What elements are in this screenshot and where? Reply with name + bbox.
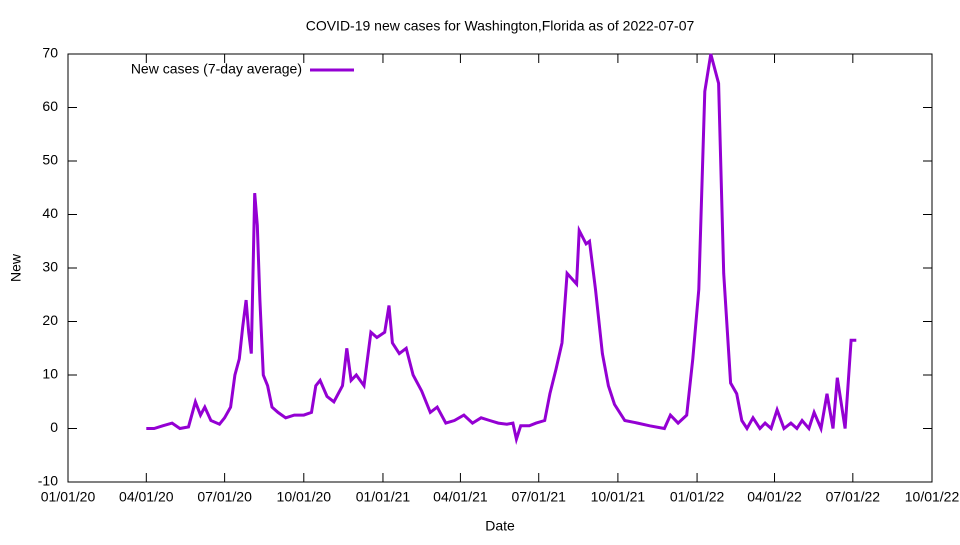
y-tick-label: 0 [50, 419, 58, 435]
y-tick-label: 70 [42, 45, 58, 61]
x-tick-label: 10/01/20 [277, 489, 332, 505]
y-tick-label: 40 [42, 205, 58, 221]
x-tick-label: 04/01/20 [119, 489, 174, 505]
x-tick-label: 01/01/22 [670, 489, 725, 505]
y-tick-label: 20 [42, 312, 58, 328]
x-axis-label: Date [485, 518, 515, 534]
x-tick-label: 04/01/22 [747, 489, 802, 505]
y-tick-label: -10 [38, 473, 58, 489]
y-axis-label: New [8, 253, 24, 282]
x-tick-label: 07/01/22 [826, 489, 881, 505]
y-tick-label: 30 [42, 259, 58, 275]
x-tick-label: 07/01/21 [511, 489, 566, 505]
legend-label: New cases (7-day average) [131, 61, 302, 77]
x-tick-label: 10/01/21 [591, 489, 646, 505]
y-tick-label: 50 [42, 152, 58, 168]
x-tick-label: 01/01/20 [41, 489, 96, 505]
series-line [146, 53, 857, 445]
x-tick-label: 10/01/22 [905, 489, 960, 505]
plot-frame [67, 53, 933, 483]
x-tick-label: 07/01/20 [197, 489, 252, 505]
chart-title: COVID-19 new cases for Washington,Florid… [306, 18, 695, 34]
x-tick-label: 04/01/21 [433, 489, 488, 505]
y-tick-label: 10 [42, 366, 58, 382]
x-tick-label: 01/01/21 [356, 489, 411, 505]
y-tick-label: 60 [42, 98, 58, 114]
